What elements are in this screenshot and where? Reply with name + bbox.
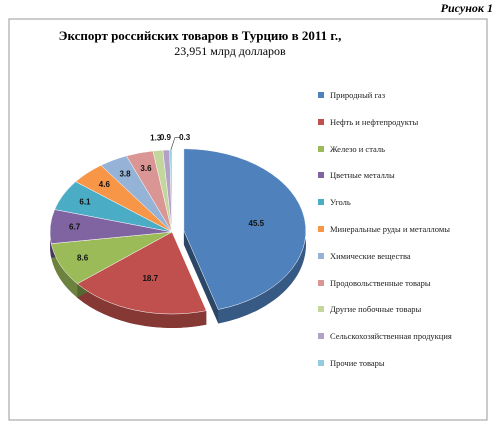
legend-item: Химические вещества bbox=[318, 251, 483, 278]
legend-label: Прочие товары bbox=[330, 357, 385, 368]
legend-swatch bbox=[318, 225, 324, 232]
legend-label: Природный газ bbox=[330, 90, 386, 100]
legend-item: Железо и сталь bbox=[318, 144, 483, 171]
data-label: 3.6 bbox=[140, 164, 152, 173]
legend-label: Сельскохозяйственная продукция bbox=[330, 331, 452, 342]
legend-label: Нефть и нефтепродукты bbox=[330, 116, 419, 127]
legend-label: Минеральные руды и металломы bbox=[330, 223, 450, 234]
legend-item: Продовольственные товары bbox=[318, 278, 483, 305]
legend-swatch bbox=[318, 333, 324, 340]
legend-label: Уголь bbox=[330, 197, 351, 208]
slice bbox=[76, 231, 207, 315]
legend-item: Нефть и нефтепродукты bbox=[318, 117, 483, 144]
leader-line bbox=[170, 137, 180, 151]
legend-swatch bbox=[318, 145, 324, 152]
data-label: 0.3 bbox=[179, 133, 191, 142]
data-label: 8.6 bbox=[77, 253, 89, 262]
chart-frame bbox=[8, 18, 488, 421]
data-label: 3.8 bbox=[119, 170, 131, 179]
chart-subtitle: 23,951 млрд долларов bbox=[174, 44, 286, 58]
chart-title: Экспорт российских товаров в Турцию в 20… bbox=[59, 28, 342, 43]
legend-label: Цветные металлы bbox=[330, 170, 395, 181]
legend-label: Железо и сталь bbox=[330, 143, 385, 154]
slice-edge bbox=[77, 283, 207, 328]
data-label: 0.9 bbox=[160, 133, 172, 142]
slice bbox=[183, 148, 307, 310]
legend-swatch bbox=[318, 359, 324, 366]
data-label: 18.7 bbox=[142, 274, 158, 283]
legend-swatch bbox=[318, 199, 324, 206]
legend-item: Уголь bbox=[318, 197, 483, 224]
legend-item: Прочие товары bbox=[318, 358, 483, 385]
data-label: 45.5 bbox=[249, 219, 265, 228]
legend-label: Другие побочные товары bbox=[330, 304, 422, 315]
legend-item: Минеральные руды и металломы bbox=[318, 224, 483, 251]
data-label: 6.1 bbox=[79, 197, 91, 206]
legend-swatch bbox=[318, 92, 324, 98]
legend-item: Сельскохозяйственная продукция bbox=[318, 331, 483, 358]
legend-swatch bbox=[318, 252, 324, 259]
figure-label: Рисунок 1 bbox=[441, 1, 493, 15]
data-label: 1.3 bbox=[150, 133, 162, 142]
legend-label: Химические вещества bbox=[330, 250, 411, 261]
legend-item: Другие побочные товары bbox=[318, 304, 483, 331]
data-label: 4.6 bbox=[99, 180, 111, 189]
legend-label: Продовольственные товары bbox=[330, 277, 431, 288]
legend: Природный газ Нефть и нефтепродукты Железо… bbox=[318, 90, 483, 385]
slice bbox=[169, 149, 173, 233]
legend-swatch bbox=[318, 279, 324, 286]
legend-item: Цветные металлы bbox=[318, 170, 483, 197]
legend-swatch bbox=[318, 172, 324, 179]
legend-swatch bbox=[318, 306, 324, 313]
legend-swatch bbox=[318, 118, 324, 125]
data-label: 6.7 bbox=[69, 223, 81, 232]
legend-item: Природный газ bbox=[318, 90, 483, 117]
